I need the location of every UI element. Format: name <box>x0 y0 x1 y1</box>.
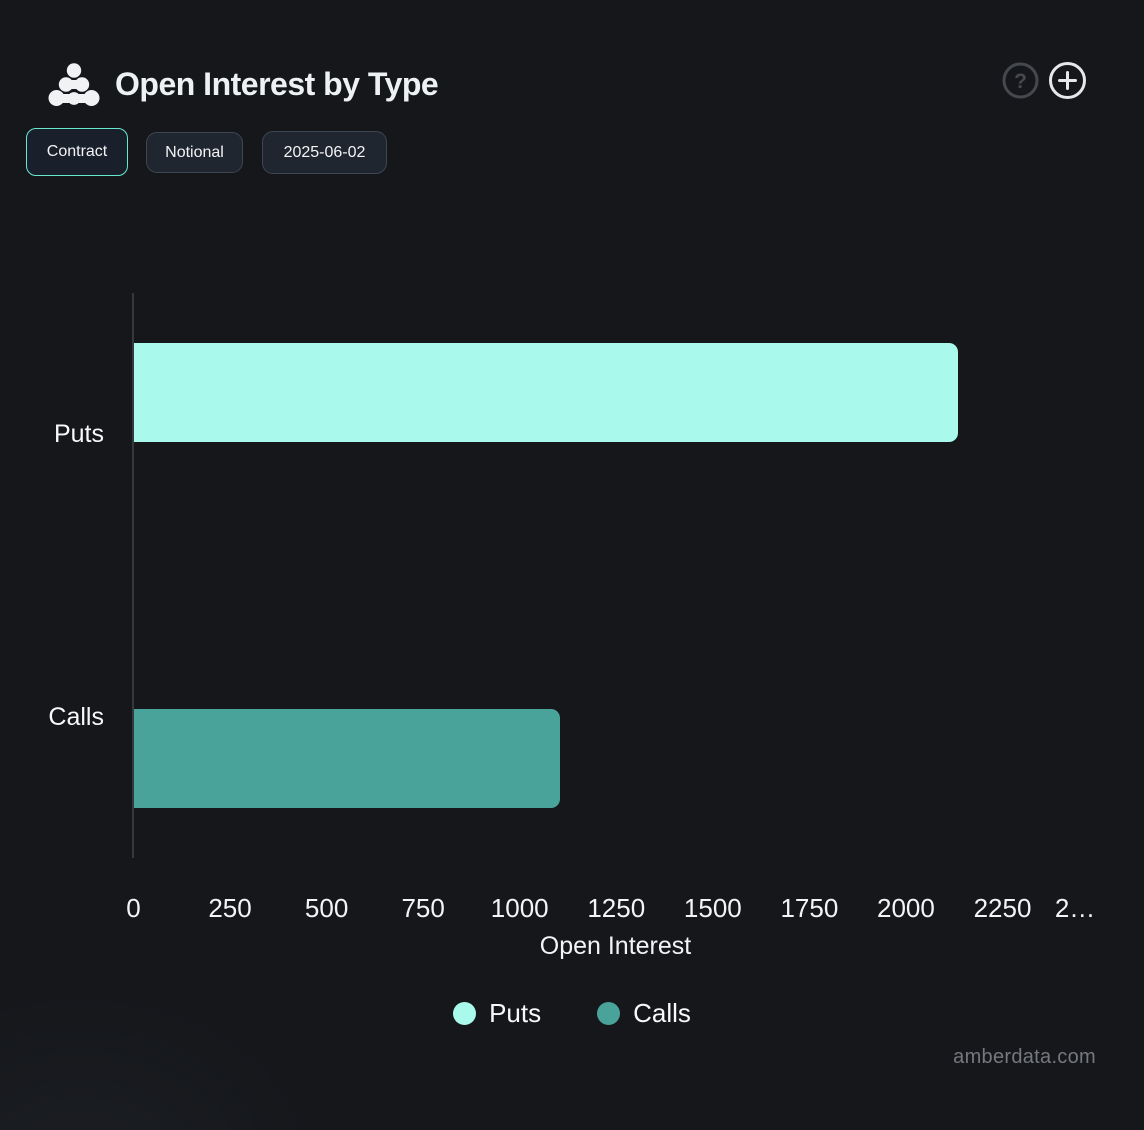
y-axis-line <box>132 293 134 858</box>
x-tick-label: 2000 <box>877 893 935 923</box>
bar-puts[interactable] <box>134 343 958 443</box>
notional-button-label: Notional <box>165 143 224 161</box>
x-tick-label: 2… <box>1054 893 1096 923</box>
legend-dot-icon <box>597 1002 621 1025</box>
x-tick-label: 1750 <box>780 893 839 923</box>
bar-calls[interactable] <box>134 708 560 808</box>
svg-text:?: ? <box>1014 70 1027 93</box>
date-selector-button[interactable]: 2025-06-02 <box>262 131 387 174</box>
x-axis-title: Open Interest <box>539 932 692 960</box>
y-category-label: Calls <box>48 702 104 731</box>
watermark: amberdata.com <box>953 1046 1096 1068</box>
legend-item-puts[interactable]: Puts <box>453 998 541 1029</box>
legend-label: Calls <box>633 998 691 1028</box>
date-button-label: 2025-06-02 <box>283 143 366 161</box>
chart-legend: Puts Calls <box>0 998 1144 1029</box>
x-tick-label: 1250 <box>587 893 646 923</box>
y-category-label: Puts <box>53 420 104 449</box>
x-tick-label: 1000 <box>490 893 549 923</box>
legend-label: Puts <box>489 998 542 1028</box>
contract-button-label: Contract <box>46 143 108 160</box>
header: Open Interest by Type ? <box>0 0 1144 120</box>
x-tick-label: 500 <box>304 893 349 923</box>
x-tick-label: 750 <box>401 893 445 923</box>
help-icon[interactable]: ? <box>1001 61 1040 100</box>
x-tick-label: 0 <box>126 893 141 923</box>
amberdata-logo-icon <box>48 63 100 106</box>
plus-icon[interactable] <box>1048 61 1087 100</box>
legend-item-calls[interactable]: Calls <box>597 998 691 1029</box>
contract-toggle-button[interactable]: Contract <box>26 128 128 176</box>
x-tick-label: 2250 <box>973 893 1032 923</box>
notional-toggle-button[interactable]: Notional <box>146 132 243 173</box>
legend-dot-icon <box>453 1002 477 1025</box>
page-title: Open Interest by Type <box>115 66 439 102</box>
x-tick-label: 1500 <box>683 893 742 923</box>
x-tick-label: 250 <box>208 893 252 923</box>
